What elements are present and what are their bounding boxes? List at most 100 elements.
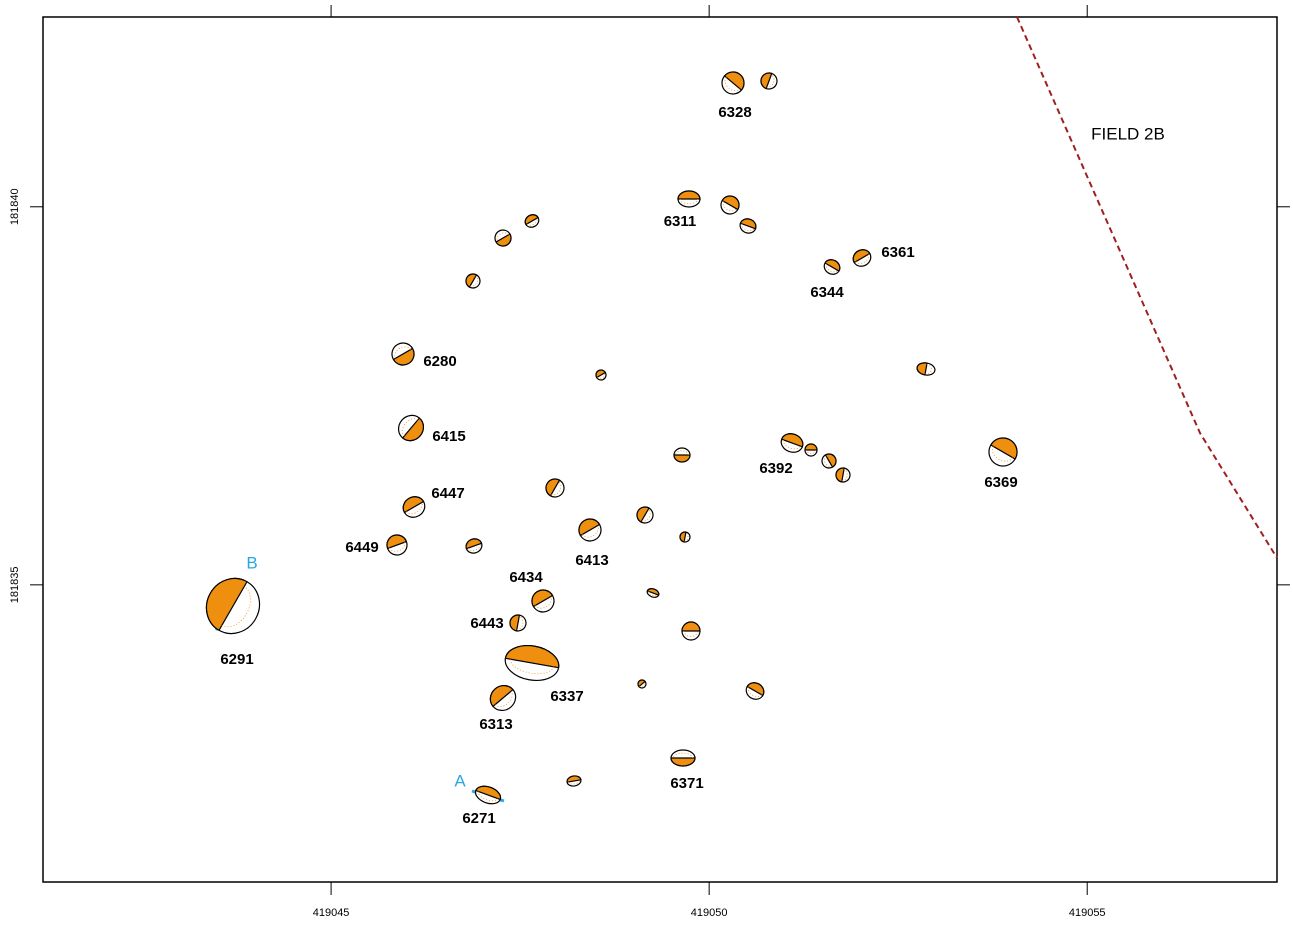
pit-section-fill xyxy=(681,621,701,632)
pit xyxy=(545,478,565,498)
pit xyxy=(745,682,765,700)
pit-section-fill xyxy=(916,362,928,376)
feature-label: 6313 xyxy=(479,716,512,733)
pit-section-fill xyxy=(670,757,696,767)
pit-section-fill xyxy=(489,685,514,708)
pit xyxy=(852,249,872,267)
pit xyxy=(739,218,757,234)
field-boundary xyxy=(1016,16,1278,559)
pit xyxy=(780,433,804,453)
feature-label: 6447 xyxy=(431,485,464,502)
feature-label: 6392 xyxy=(759,460,792,477)
pit-profile xyxy=(641,509,651,522)
pit xyxy=(494,229,512,247)
feature-label: 6328 xyxy=(718,104,751,121)
pit xyxy=(205,577,261,635)
pit xyxy=(677,190,701,208)
pit-section-fill xyxy=(835,467,845,483)
pit xyxy=(636,506,654,524)
pit xyxy=(397,414,425,442)
pit-section-fill xyxy=(760,72,773,90)
pit-section-fill xyxy=(566,775,582,783)
pit xyxy=(721,71,745,95)
pit-profile xyxy=(648,591,658,597)
pit xyxy=(823,259,841,275)
pit xyxy=(760,72,778,90)
pit xyxy=(531,589,555,613)
pit-section-fill xyxy=(495,233,512,247)
pit xyxy=(465,538,483,554)
pit-section-fill xyxy=(746,682,765,697)
feature-label: 6449 xyxy=(345,539,378,556)
pit-profile xyxy=(855,254,870,264)
pit xyxy=(720,195,740,215)
pit-section-fill xyxy=(804,443,818,451)
pit xyxy=(835,467,851,483)
pit-section-fill xyxy=(386,534,408,550)
pit-section-fill xyxy=(392,347,415,366)
pit-profile xyxy=(992,446,1014,462)
pit-section-fill xyxy=(673,454,691,463)
pit-profile xyxy=(516,616,524,630)
pit-profile xyxy=(724,77,741,91)
pit-profile xyxy=(805,449,817,454)
pit-profile xyxy=(597,372,606,379)
pit-section-fill xyxy=(578,518,601,537)
pit-section-fill xyxy=(545,478,561,497)
pit xyxy=(504,645,560,681)
pit xyxy=(524,214,540,228)
pit-profile xyxy=(568,779,580,785)
pit xyxy=(391,342,415,366)
feature-label: 6271 xyxy=(462,810,495,827)
pit-section-fill xyxy=(780,433,804,448)
pit xyxy=(386,534,408,556)
pit xyxy=(595,369,607,381)
pit-section-fill xyxy=(504,645,560,669)
pit xyxy=(465,273,481,289)
feature-label: 6311 xyxy=(664,213,697,230)
pit-profile xyxy=(406,502,423,515)
pit xyxy=(578,518,602,542)
pit-profile xyxy=(394,346,411,359)
pit-section-fill xyxy=(524,214,539,226)
pit-profile xyxy=(639,681,646,688)
pit-section-fill xyxy=(205,577,248,632)
feature-label: 6344 xyxy=(810,284,844,301)
pit xyxy=(509,614,527,632)
pit xyxy=(916,362,936,376)
section-label: B xyxy=(246,553,257,572)
pit-profile xyxy=(673,752,693,759)
pit-section-fill xyxy=(677,190,701,200)
pit xyxy=(402,496,426,518)
pit-profile xyxy=(683,630,699,637)
pit-section-fill xyxy=(465,273,478,288)
field-label: FIELD 2B xyxy=(1091,124,1165,143)
pit-section-fill xyxy=(475,785,502,801)
pit-profile xyxy=(221,586,251,628)
pit xyxy=(646,588,660,598)
pit-profile xyxy=(477,791,499,802)
pit xyxy=(566,775,582,787)
pit-section-fill xyxy=(824,453,837,468)
feature-label: 6291 xyxy=(220,651,253,668)
pit-section-fill xyxy=(636,506,650,523)
pit xyxy=(679,531,691,543)
y-tick-label: 181835 xyxy=(9,566,21,603)
pit-section-fill xyxy=(595,369,607,379)
pit-section-fill xyxy=(824,259,841,272)
feature-label: 6443 xyxy=(470,615,503,632)
pit xyxy=(988,437,1018,467)
feature-label: 6369 xyxy=(984,474,1017,491)
pit-section-fill xyxy=(531,589,554,608)
pit-section-fill xyxy=(509,614,521,632)
feature-label: 6280 xyxy=(423,353,456,370)
pit xyxy=(637,679,647,689)
section-label: A xyxy=(454,771,466,790)
pit-section-fill xyxy=(402,496,425,514)
pit-profile xyxy=(747,687,762,697)
pit-section-fill xyxy=(721,195,740,211)
pit xyxy=(804,443,818,457)
pit-section-fill xyxy=(646,588,660,596)
x-tick-label: 419050 xyxy=(691,907,728,919)
